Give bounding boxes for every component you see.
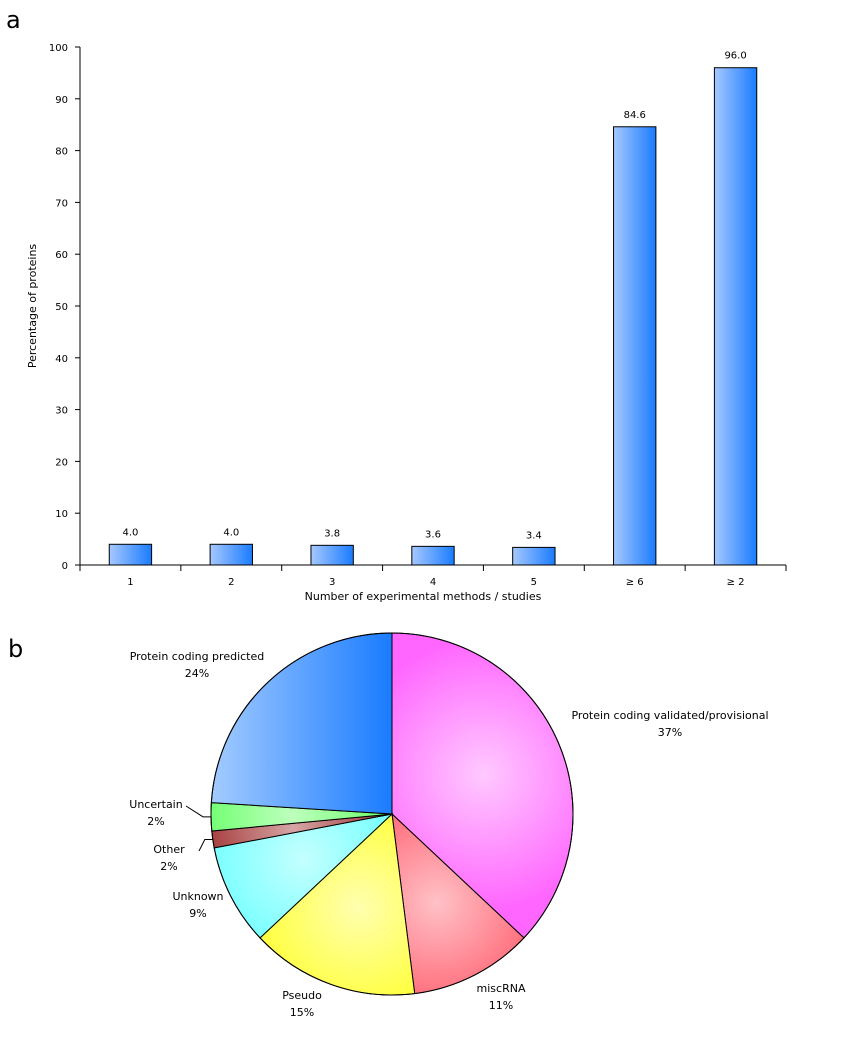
bar (512, 546, 556, 566)
pie-leader-line (198, 839, 213, 852)
pie-slice-percent: 37% (658, 726, 682, 739)
bar (411, 545, 455, 566)
x-axis-label: Number of experimental methods / studies (305, 590, 542, 603)
x-tick-label: 1 (127, 577, 133, 588)
x-tick-label: 4 (430, 577, 436, 588)
y-tick-label: 20 (55, 457, 68, 468)
pie-slice-label: Pseudo (282, 989, 322, 1002)
bar-value-label: 3.6 (425, 529, 441, 540)
pie-slice-label: Protein coding validated/provisional (571, 709, 768, 722)
y-tick-label: 60 (55, 250, 68, 261)
pie-slice-percent: 15% (290, 1006, 314, 1019)
bar-value-label: 84.6 (624, 110, 646, 121)
y-tick-label: 70 (55, 198, 68, 209)
y-tick-label: 50 (55, 302, 68, 313)
x-tick-label: 2 (228, 577, 234, 588)
y-tick-label: 30 (55, 406, 68, 417)
y-axis-label: Percentage of proteins (26, 244, 39, 369)
y-tick-label: 80 (55, 147, 68, 158)
bar-value-label: 4.0 (122, 527, 138, 538)
y-tick-label: 90 (55, 95, 68, 106)
y-tick-label: 10 (55, 509, 68, 520)
panel-letter-b: b (8, 635, 23, 663)
y-tick-label: 0 (62, 561, 68, 572)
y-tick-label: 100 (49, 43, 68, 54)
bar-value-label: 96.0 (724, 51, 746, 62)
bar (613, 126, 657, 566)
pie-slice-label: Uncertain (129, 798, 182, 811)
pie-chart: Protein coding validated/provisional 37% m… (129, 632, 769, 1019)
bars: 4.0 4.0 3.8 3.6 3.4 84.6 96.0 (108, 51, 758, 566)
bar (209, 543, 253, 566)
y-axis: 0 10 20 30 40 50 60 70 80 90 100 (49, 43, 81, 572)
y-tick-label: 40 (55, 354, 68, 365)
panel-letter-a: a (6, 6, 21, 34)
bar-value-label: 3.8 (324, 528, 340, 539)
pie-leader-line (185, 805, 212, 818)
pie-slice-percent: 11% (489, 999, 513, 1012)
pie-slice-percent: 24% (185, 667, 209, 680)
x-tick-label: ≥ 2 (727, 577, 745, 588)
x-tick-label: ≥ 6 (626, 577, 644, 588)
pie-slice-label: miscRNA (477, 982, 526, 995)
bar (310, 544, 354, 566)
pie-slice-percent: 9% (189, 907, 206, 920)
pie-slice-label: Other (153, 843, 185, 856)
bar-value-label: 3.4 (526, 530, 542, 541)
bar (108, 543, 153, 566)
pie-slice-label: Unknown (172, 890, 223, 903)
bar-value-label: 4.0 (223, 527, 239, 538)
pie-slice-percent: 2% (147, 815, 164, 828)
pie-slice-label: Protein coding predicted (130, 650, 265, 663)
x-axis: 1 2 3 4 5 ≥ 6 ≥ 2 (79, 564, 787, 588)
pie-outline (210, 632, 574, 996)
x-tick-label: 3 (329, 577, 335, 588)
bar (713, 67, 758, 566)
x-tick-label: 5 (531, 577, 537, 588)
pie-slice-percent: 2% (160, 860, 177, 873)
